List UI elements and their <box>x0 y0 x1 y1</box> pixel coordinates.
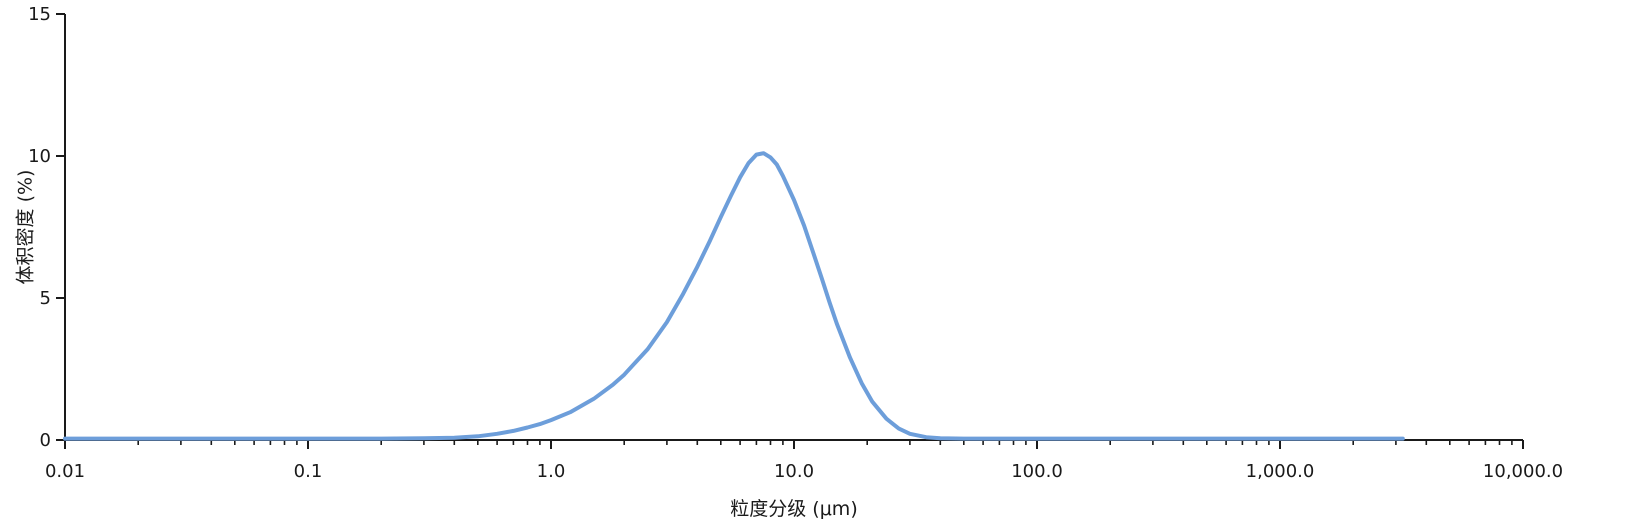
x-tick-label: 100.0 <box>1011 461 1063 482</box>
x-tick-label: 0.1 <box>294 461 323 482</box>
y-axis-title: 体积密度 (%) <box>14 169 37 285</box>
x-tick-label: 1.0 <box>537 461 566 482</box>
x-tick-label: 10,000.0 <box>1483 461 1563 482</box>
x-tick-label: 1,000.0 <box>1246 461 1315 482</box>
y-axis-ticks: 0 5 10 15 <box>28 4 65 451</box>
y-tick-label: 15 <box>28 4 51 25</box>
y-tick-label: 0 <box>40 430 51 451</box>
x-axis-ticks: 0.01 0.1 1.0 10.0 100.0 1,000.0 10,000.0 <box>45 440 1563 482</box>
y-tick-label: 5 <box>40 288 51 309</box>
distribution-curve <box>63 151 1405 441</box>
x-axis-title: 粒度分级 (μm) <box>730 498 858 520</box>
x-tick-label: 10.0 <box>774 461 814 482</box>
y-tick-label: 10 <box>28 146 51 167</box>
x-tick-label: 0.01 <box>45 461 85 482</box>
